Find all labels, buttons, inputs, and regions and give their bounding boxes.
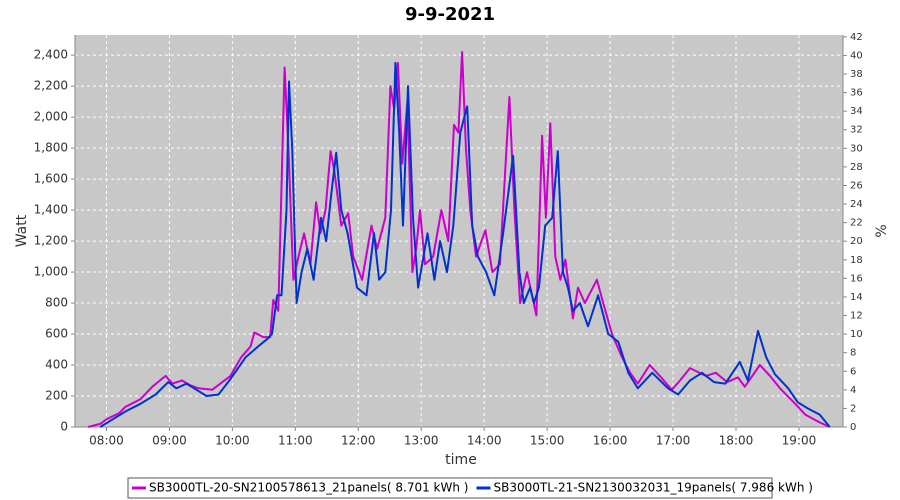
y2-tick-label: 14 (850, 292, 863, 303)
y2-tick-label: 12 (850, 311, 863, 322)
x-tick-label: 11:00 (278, 434, 313, 448)
y-tick-label: 800 (45, 296, 68, 310)
y-tick-label: 2,000 (34, 110, 68, 124)
x-tick-label: 17:00 (656, 434, 691, 448)
y2-tick-label: 18 (850, 255, 863, 266)
y-tick-label: 1,200 (34, 234, 68, 248)
chart-title: 9-9-2021 (405, 4, 495, 25)
y2-tick-label: 24 (850, 199, 863, 210)
y2-tick-label: 40 (850, 50, 863, 61)
y-tick-label: 1,000 (34, 265, 68, 279)
x-tick-label: 09:00 (152, 434, 187, 448)
y-tick-label: 2,400 (34, 48, 68, 62)
x-tick-label: 15:00 (530, 434, 565, 448)
y2-tick-label: 6 (850, 366, 856, 377)
x-tick-label: 12:00 (341, 434, 376, 448)
legend-label: SB3000TL-21-SN2130032031_19panels( 7.986… (493, 481, 812, 495)
x-tick-label: 18:00 (719, 434, 754, 448)
x-tick-label: 19:00 (782, 434, 817, 448)
y2-tick-label: 10 (850, 329, 863, 340)
y2-tick-label: 8 (850, 348, 856, 359)
y2-tick-label: 4 (850, 385, 856, 396)
series-line (99, 61, 831, 428)
x-tick-label: 16:00 (593, 434, 628, 448)
y2-tick-label: 20 (850, 236, 863, 247)
y2-tick-label: 42 (850, 32, 863, 43)
y-tick-label: 600 (45, 327, 68, 341)
y2-tick-label: 16 (850, 273, 863, 284)
y2-tick-label: 30 (850, 143, 863, 154)
x-tick-label: 14:00 (467, 434, 502, 448)
y-axis-label: Watt (14, 214, 30, 247)
y2-tick-label: 0 (850, 422, 856, 433)
series-line (87, 51, 831, 428)
y2-tick-label: 2 (850, 403, 856, 414)
y-tick-label: 1,400 (34, 203, 68, 217)
y2-tick-label: 32 (850, 125, 863, 136)
y-tick-label: 0 (60, 420, 68, 434)
x-axis-label: time (445, 452, 477, 468)
y2-tick-label: 26 (850, 180, 863, 191)
y-tick-label: 1,600 (34, 172, 68, 186)
y2-tick-label: 36 (850, 88, 863, 99)
legend-box (127, 477, 773, 499)
y2-tick-label: 34 (850, 106, 863, 117)
y2-tick-label: 22 (850, 218, 863, 229)
plot-area (75, 35, 843, 427)
y-tick-label: 400 (45, 358, 68, 372)
x-tick-label: 13:00 (404, 434, 439, 448)
x-tick-label: 08:00 (89, 434, 124, 448)
y-tick-label: 1,800 (34, 141, 68, 155)
x-tick-label: 10:00 (215, 434, 250, 448)
y-tick-label: 200 (45, 389, 68, 403)
y2-tick-label: 38 (850, 69, 863, 80)
legend-label: SB3000TL-20-SN2100578613_21panels( 8.701… (149, 481, 468, 495)
y2-axis-label: % (874, 224, 890, 237)
y2-tick-label: 28 (850, 162, 863, 173)
y-tick-label: 2,200 (34, 79, 68, 93)
